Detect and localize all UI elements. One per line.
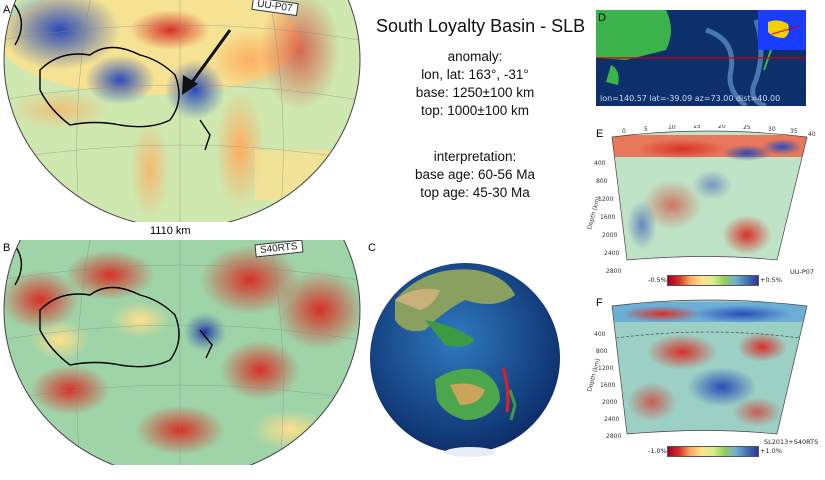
e-cb-max: +0.5% bbox=[760, 276, 782, 284]
anomaly-block: anomaly: lon, lat: 163°, -31° base: 1250… bbox=[380, 48, 570, 120]
panel-c-label: C bbox=[368, 242, 376, 254]
panel-b-map: B S40RTS bbox=[0, 240, 365, 465]
e-ytick-5: 2400 bbox=[604, 250, 619, 257]
page-title: South Loyalty Basin - SLB bbox=[376, 16, 586, 36]
e-xtick-3: 15 bbox=[693, 125, 701, 130]
anomaly-top: top: 1000±100 km bbox=[421, 103, 529, 118]
anomaly-arrow bbox=[188, 29, 232, 86]
e-ytick-2: 1200 bbox=[598, 196, 613, 203]
panel-f-label: F bbox=[596, 297, 603, 309]
panel-b-label: B bbox=[3, 242, 11, 254]
e-xtick-5: 25 bbox=[743, 125, 751, 131]
panel-e-label: E bbox=[596, 128, 604, 140]
e-ytick-0: 400 bbox=[594, 160, 606, 167]
trench-red-line bbox=[501, 367, 510, 413]
anomaly-heading: anomaly: bbox=[447, 49, 503, 64]
panel-d-label: D bbox=[598, 12, 606, 24]
e-xtick-1: 5 bbox=[644, 126, 648, 133]
f-ytick-3: 1600 bbox=[600, 382, 615, 389]
f-ytick-2: 1200 bbox=[598, 365, 613, 372]
panel-a-map: A UU-P07 bbox=[0, 0, 365, 222]
panel-a-label: A bbox=[3, 4, 11, 16]
panel-d-map: D bbox=[596, 10, 806, 106]
anomaly-lonlat: lon, lat: 163°, -31° bbox=[421, 67, 529, 82]
anomaly-base: base: 1250±100 km bbox=[415, 85, 535, 100]
panel-c-globe: C bbox=[365, 240, 585, 465]
f-model-tag: SL2013+S40RTS bbox=[764, 438, 819, 446]
interpretation-top-age: top age: 45-30 Ma bbox=[420, 185, 530, 200]
interpretation-heading: interpretation: bbox=[433, 149, 517, 164]
e-xtick-6: 30 bbox=[768, 126, 776, 133]
panel-d-coords: lon=140.57 lat=-39.09 az=73.00 dist=40.0… bbox=[600, 94, 781, 103]
e-model-tag: UU-P07 bbox=[790, 268, 815, 276]
e-ytick-6: 2800 bbox=[606, 268, 621, 275]
e-xtick-7: 35 bbox=[790, 128, 798, 135]
f-ytick-6: 2800 bbox=[606, 433, 621, 440]
scale-text: 1110 km bbox=[150, 225, 191, 237]
interpretation-block: interpretation: base age: 60-56 Ma top a… bbox=[380, 148, 570, 202]
f-ytick-5: 2400 bbox=[604, 416, 619, 423]
f-cb-max: +1.0% bbox=[760, 447, 782, 455]
e-ytick-1: 800 bbox=[596, 178, 608, 185]
e-ytick-3: 1600 bbox=[600, 214, 615, 221]
e-xtick-8: 40 bbox=[808, 131, 816, 138]
e-colorbar bbox=[667, 275, 759, 286]
e-ytick-4: 2000 bbox=[602, 232, 617, 239]
panel-f-section: 400 800 1200 1600 2000 2400 2800 Depth (… bbox=[582, 292, 825, 442]
panel-e-section: 0 5 10 15 20 25 30 35 40 400 800 1200 16… bbox=[582, 125, 825, 290]
f-colorbar bbox=[667, 446, 759, 457]
e-xtick-0: 0 bbox=[622, 128, 626, 135]
e-cb-min: -0.5% bbox=[648, 276, 667, 284]
interpretation-base-age: base age: 60-56 Ma bbox=[414, 167, 536, 182]
e-xtick-2: 10 bbox=[668, 125, 676, 131]
e-xtick-4: 20 bbox=[718, 125, 726, 130]
f-ytick-0: 400 bbox=[594, 331, 606, 338]
f-cb-min: -1.0% bbox=[648, 447, 667, 455]
f-ytick-1: 800 bbox=[596, 348, 608, 355]
f-ytick-4: 2000 bbox=[602, 399, 617, 406]
